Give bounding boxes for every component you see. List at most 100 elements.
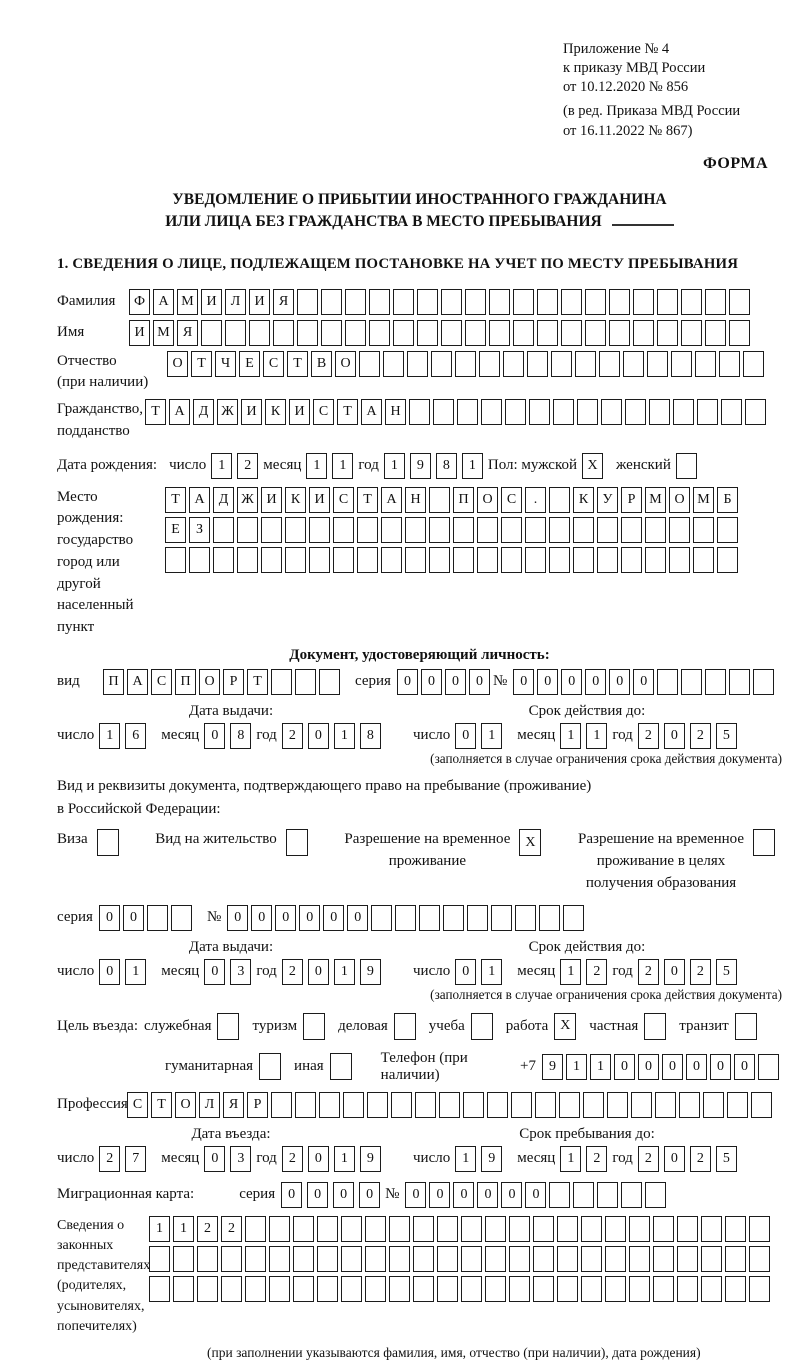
char-cell-filled[interactable]: 0 — [347, 904, 369, 931]
char-cell-empty[interactable] — [317, 1245, 338, 1272]
char-cell-filled[interactable]: 5 — [715, 958, 737, 985]
char-cell-filled[interactable]: Р — [621, 486, 642, 513]
char-cell-empty[interactable] — [675, 452, 697, 479]
char-cell-filled[interactable]: 0 — [477, 1181, 499, 1208]
char-cell-filled[interactable]: О — [669, 486, 690, 513]
char-cell-empty[interactable] — [645, 546, 666, 573]
char-cell-empty[interactable] — [470, 1012, 493, 1040]
char-cell-empty[interactable] — [653, 1275, 674, 1302]
char-cell-empty[interactable] — [669, 516, 690, 543]
char-cell-empty[interactable] — [317, 1215, 338, 1242]
char-cell-empty[interactable] — [269, 1245, 290, 1272]
char-cell-empty[interactable] — [621, 516, 642, 543]
char-cell-empty[interactable] — [261, 516, 282, 543]
char-cell-filled[interactable]: 3 — [230, 1145, 252, 1172]
char-cell-empty[interactable] — [671, 350, 692, 377]
char-cell-empty[interactable] — [701, 1245, 722, 1272]
char-cell-empty[interactable] — [631, 1091, 652, 1118]
char-cell-filled[interactable]: 0 — [396, 668, 418, 695]
char-cell-filled[interactable]: М — [645, 486, 666, 513]
char-cell-filled[interactable]: Б — [717, 486, 738, 513]
char-cell-empty[interactable] — [703, 1091, 724, 1118]
char-cell-empty[interactable] — [557, 1215, 578, 1242]
char-cell-empty[interactable] — [317, 1275, 338, 1302]
char-cell-empty[interactable] — [729, 668, 751, 695]
char-cell-empty[interactable] — [405, 546, 426, 573]
char-cell-empty[interactable] — [149, 1245, 170, 1272]
char-cell-filled[interactable]: 3 — [230, 958, 252, 985]
char-cell-empty[interactable] — [673, 399, 694, 426]
char-cell-filled[interactable]: 9 — [359, 958, 381, 985]
char-cell-filled[interactable]: О — [175, 1091, 196, 1118]
char-cell-empty[interactable] — [273, 319, 294, 346]
char-cell-filled[interactable]: 5 — [715, 1145, 737, 1172]
char-cell-filled[interactable]: 1 — [566, 1053, 587, 1080]
char-cell-filled[interactable]: 0 — [204, 958, 226, 985]
char-cell-filled[interactable]: 1 — [586, 722, 608, 749]
char-cell-empty[interactable] — [429, 546, 450, 573]
char-cell-filled[interactable]: 0 — [525, 1181, 547, 1208]
char-cell-empty[interactable] — [725, 1275, 746, 1302]
char-cell-filled[interactable]: У — [597, 486, 618, 513]
char-cell-empty[interactable] — [577, 399, 598, 426]
char-cell-filled[interactable]: И — [249, 288, 270, 315]
char-cell-empty[interactable] — [285, 829, 308, 857]
char-cell-filled[interactable]: Я — [223, 1091, 244, 1118]
char-cell-filled[interactable]: С — [127, 1091, 148, 1118]
char-cell-filled[interactable]: 1 — [211, 452, 233, 479]
char-cell-empty[interactable] — [221, 1245, 242, 1272]
char-cell-empty[interactable] — [457, 399, 478, 426]
char-cell-empty[interactable] — [343, 1091, 364, 1118]
char-cell-empty[interactable] — [453, 546, 474, 573]
char-cell-empty[interactable] — [573, 546, 594, 573]
char-cell-empty[interactable] — [461, 1245, 482, 1272]
char-cell-empty[interactable] — [513, 288, 534, 315]
char-cell-empty[interactable] — [441, 288, 462, 315]
char-cell-filled[interactable]: 0 — [204, 1145, 226, 1172]
char-cell-filled[interactable]: А — [361, 399, 382, 426]
char-cell-empty[interactable] — [657, 319, 678, 346]
char-cell-empty[interactable] — [237, 546, 258, 573]
char-cell-empty[interactable] — [341, 1215, 362, 1242]
char-cell-filled[interactable]: 0 — [333, 1181, 355, 1208]
char-cell-filled[interactable]: О — [335, 350, 356, 377]
char-cell-empty[interactable] — [439, 1091, 460, 1118]
char-cell-empty[interactable] — [485, 1275, 506, 1302]
char-cell-filled[interactable]: Ч — [215, 350, 236, 377]
char-cell-empty[interactable] — [681, 319, 702, 346]
char-cell-filled[interactable]: К — [573, 486, 594, 513]
char-cell-filled[interactable]: 0 — [122, 904, 144, 931]
char-cell-filled[interactable]: 2 — [637, 722, 659, 749]
char-cell-empty[interactable] — [393, 288, 414, 315]
char-cell-filled[interactable]: 0 — [663, 722, 685, 749]
char-cell-filled[interactable]: 1 — [455, 1145, 477, 1172]
char-cell-filled[interactable]: Т — [165, 486, 186, 513]
char-cell-empty[interactable] — [533, 1245, 554, 1272]
char-cell-filled[interactable]: 6 — [125, 722, 147, 749]
char-cell-empty[interactable] — [173, 1245, 194, 1272]
char-cell-empty[interactable] — [677, 1275, 698, 1302]
char-cell-empty[interactable] — [201, 319, 222, 346]
char-cell-filled[interactable]: Ж — [217, 399, 238, 426]
char-cell-filled[interactable]: 0 — [585, 668, 607, 695]
char-cell-empty[interactable] — [751, 1091, 772, 1118]
char-cell-filled[interactable]: 1 — [481, 722, 503, 749]
char-cell-empty[interactable] — [693, 546, 714, 573]
char-cell-empty[interactable] — [749, 1245, 770, 1272]
char-cell-empty[interactable] — [146, 904, 168, 931]
char-cell-filled[interactable]: 0 — [307, 722, 329, 749]
char-cell-filled[interactable]: С — [151, 668, 172, 695]
char-cell-filled[interactable]: 0 — [663, 1145, 685, 1172]
char-cell-empty[interactable] — [561, 288, 582, 315]
char-cell-empty[interactable] — [237, 516, 258, 543]
char-cell-filled[interactable]: X — [519, 829, 542, 857]
char-cell-empty[interactable] — [477, 516, 498, 543]
char-cell-filled[interactable]: 7 — [125, 1145, 147, 1172]
char-cell-empty[interactable] — [461, 1215, 482, 1242]
char-cell-filled[interactable]: М — [693, 486, 714, 513]
char-cell-empty[interactable] — [341, 1245, 362, 1272]
char-cell-filled[interactable]: Д — [213, 486, 234, 513]
char-cell-filled[interactable]: 0 — [444, 668, 466, 695]
char-cell-empty[interactable] — [573, 516, 594, 543]
char-cell-empty[interactable] — [749, 1275, 770, 1302]
